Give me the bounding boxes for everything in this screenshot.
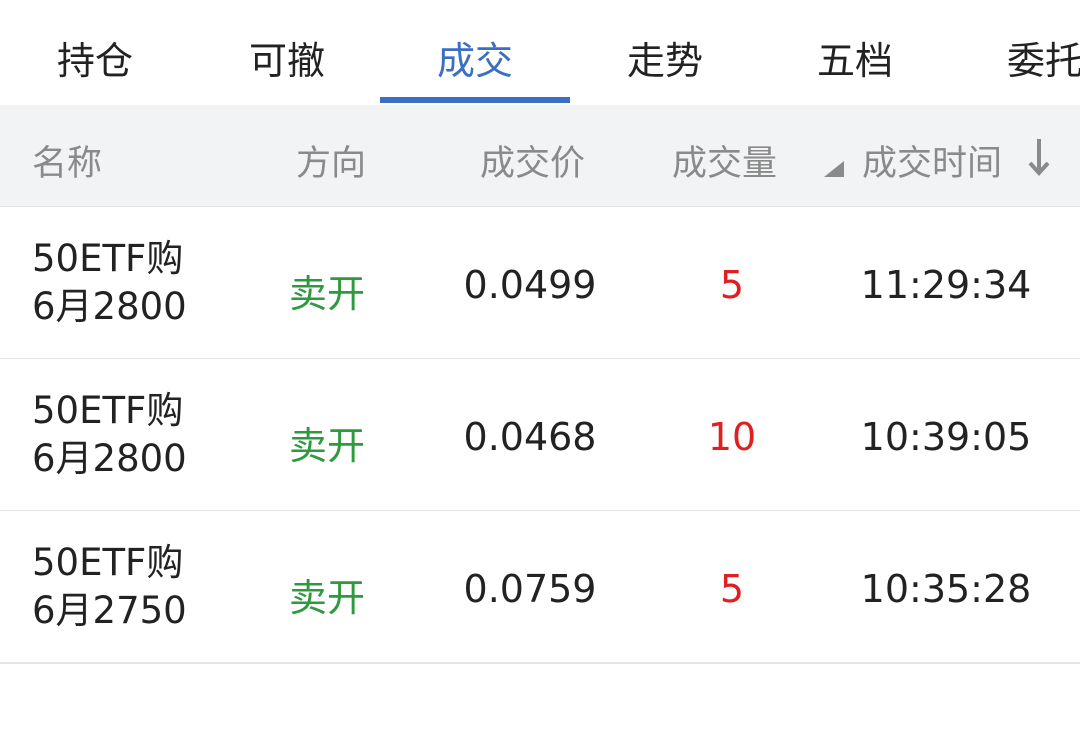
- column-header[interactable]: 成交时间: [862, 144, 1003, 184]
- time: 11:29:34: [860, 263, 1032, 307]
- time: 10:39:05: [860, 415, 1032, 459]
- direction: 卖开: [288, 424, 366, 468]
- tab[interactable]: 走势: [626, 39, 704, 83]
- direction: 卖开: [288, 272, 366, 316]
- tab-bar: 持仓 可撤 成交 走势 五档 委托: [0, 0, 1080, 105]
- price: 0.0759: [463, 567, 597, 611]
- tab[interactable]: 成交: [436, 39, 514, 83]
- trade-row[interactable]: 50ETF购 6月2800 卖开 0.0499 5 11:29:34: [0, 207, 1080, 360]
- sort-icon: [824, 161, 844, 177]
- active-tab-indicator: [380, 97, 570, 103]
- tab[interactable]: 五档: [816, 39, 894, 83]
- direction: 卖开: [288, 576, 366, 620]
- trade-row[interactable]: 50ETF购 6月2750 卖开 0.0759 5 10:35:28: [0, 511, 1080, 664]
- contract-name: 50ETF购: [32, 541, 184, 584]
- column-header[interactable]: 成交价: [480, 144, 586, 184]
- column-header: 方向: [296, 144, 367, 184]
- quantity: 10: [707, 415, 757, 459]
- contract-name: 50ETF购: [32, 237, 184, 280]
- table-header: 名称 方向 成交价 成交量 成交时间: [0, 105, 1080, 207]
- sort-arrow-icon: [1028, 139, 1050, 176]
- tab[interactable]: 持仓: [56, 39, 134, 83]
- quantity: 5: [719, 263, 745, 307]
- price: 0.0468: [463, 415, 597, 459]
- time: 10:35:28: [860, 567, 1032, 611]
- contract-name: 6月2800: [32, 437, 187, 480]
- trade-row[interactable]: 50ETF购 6月2800 卖开 0.0468 10 10:39:05: [0, 359, 1080, 512]
- price: 0.0499: [463, 263, 597, 307]
- contract-name: 6月2800: [32, 285, 187, 328]
- tab[interactable]: 可撤: [248, 39, 326, 83]
- contract-name: 6月2750: [32, 589, 187, 632]
- tab[interactable]: 委托: [1006, 39, 1080, 83]
- quantity: 5: [719, 567, 745, 611]
- column-header: 名称: [32, 144, 103, 184]
- column-header[interactable]: 成交量: [672, 144, 778, 184]
- contract-name: 50ETF购: [32, 389, 184, 432]
